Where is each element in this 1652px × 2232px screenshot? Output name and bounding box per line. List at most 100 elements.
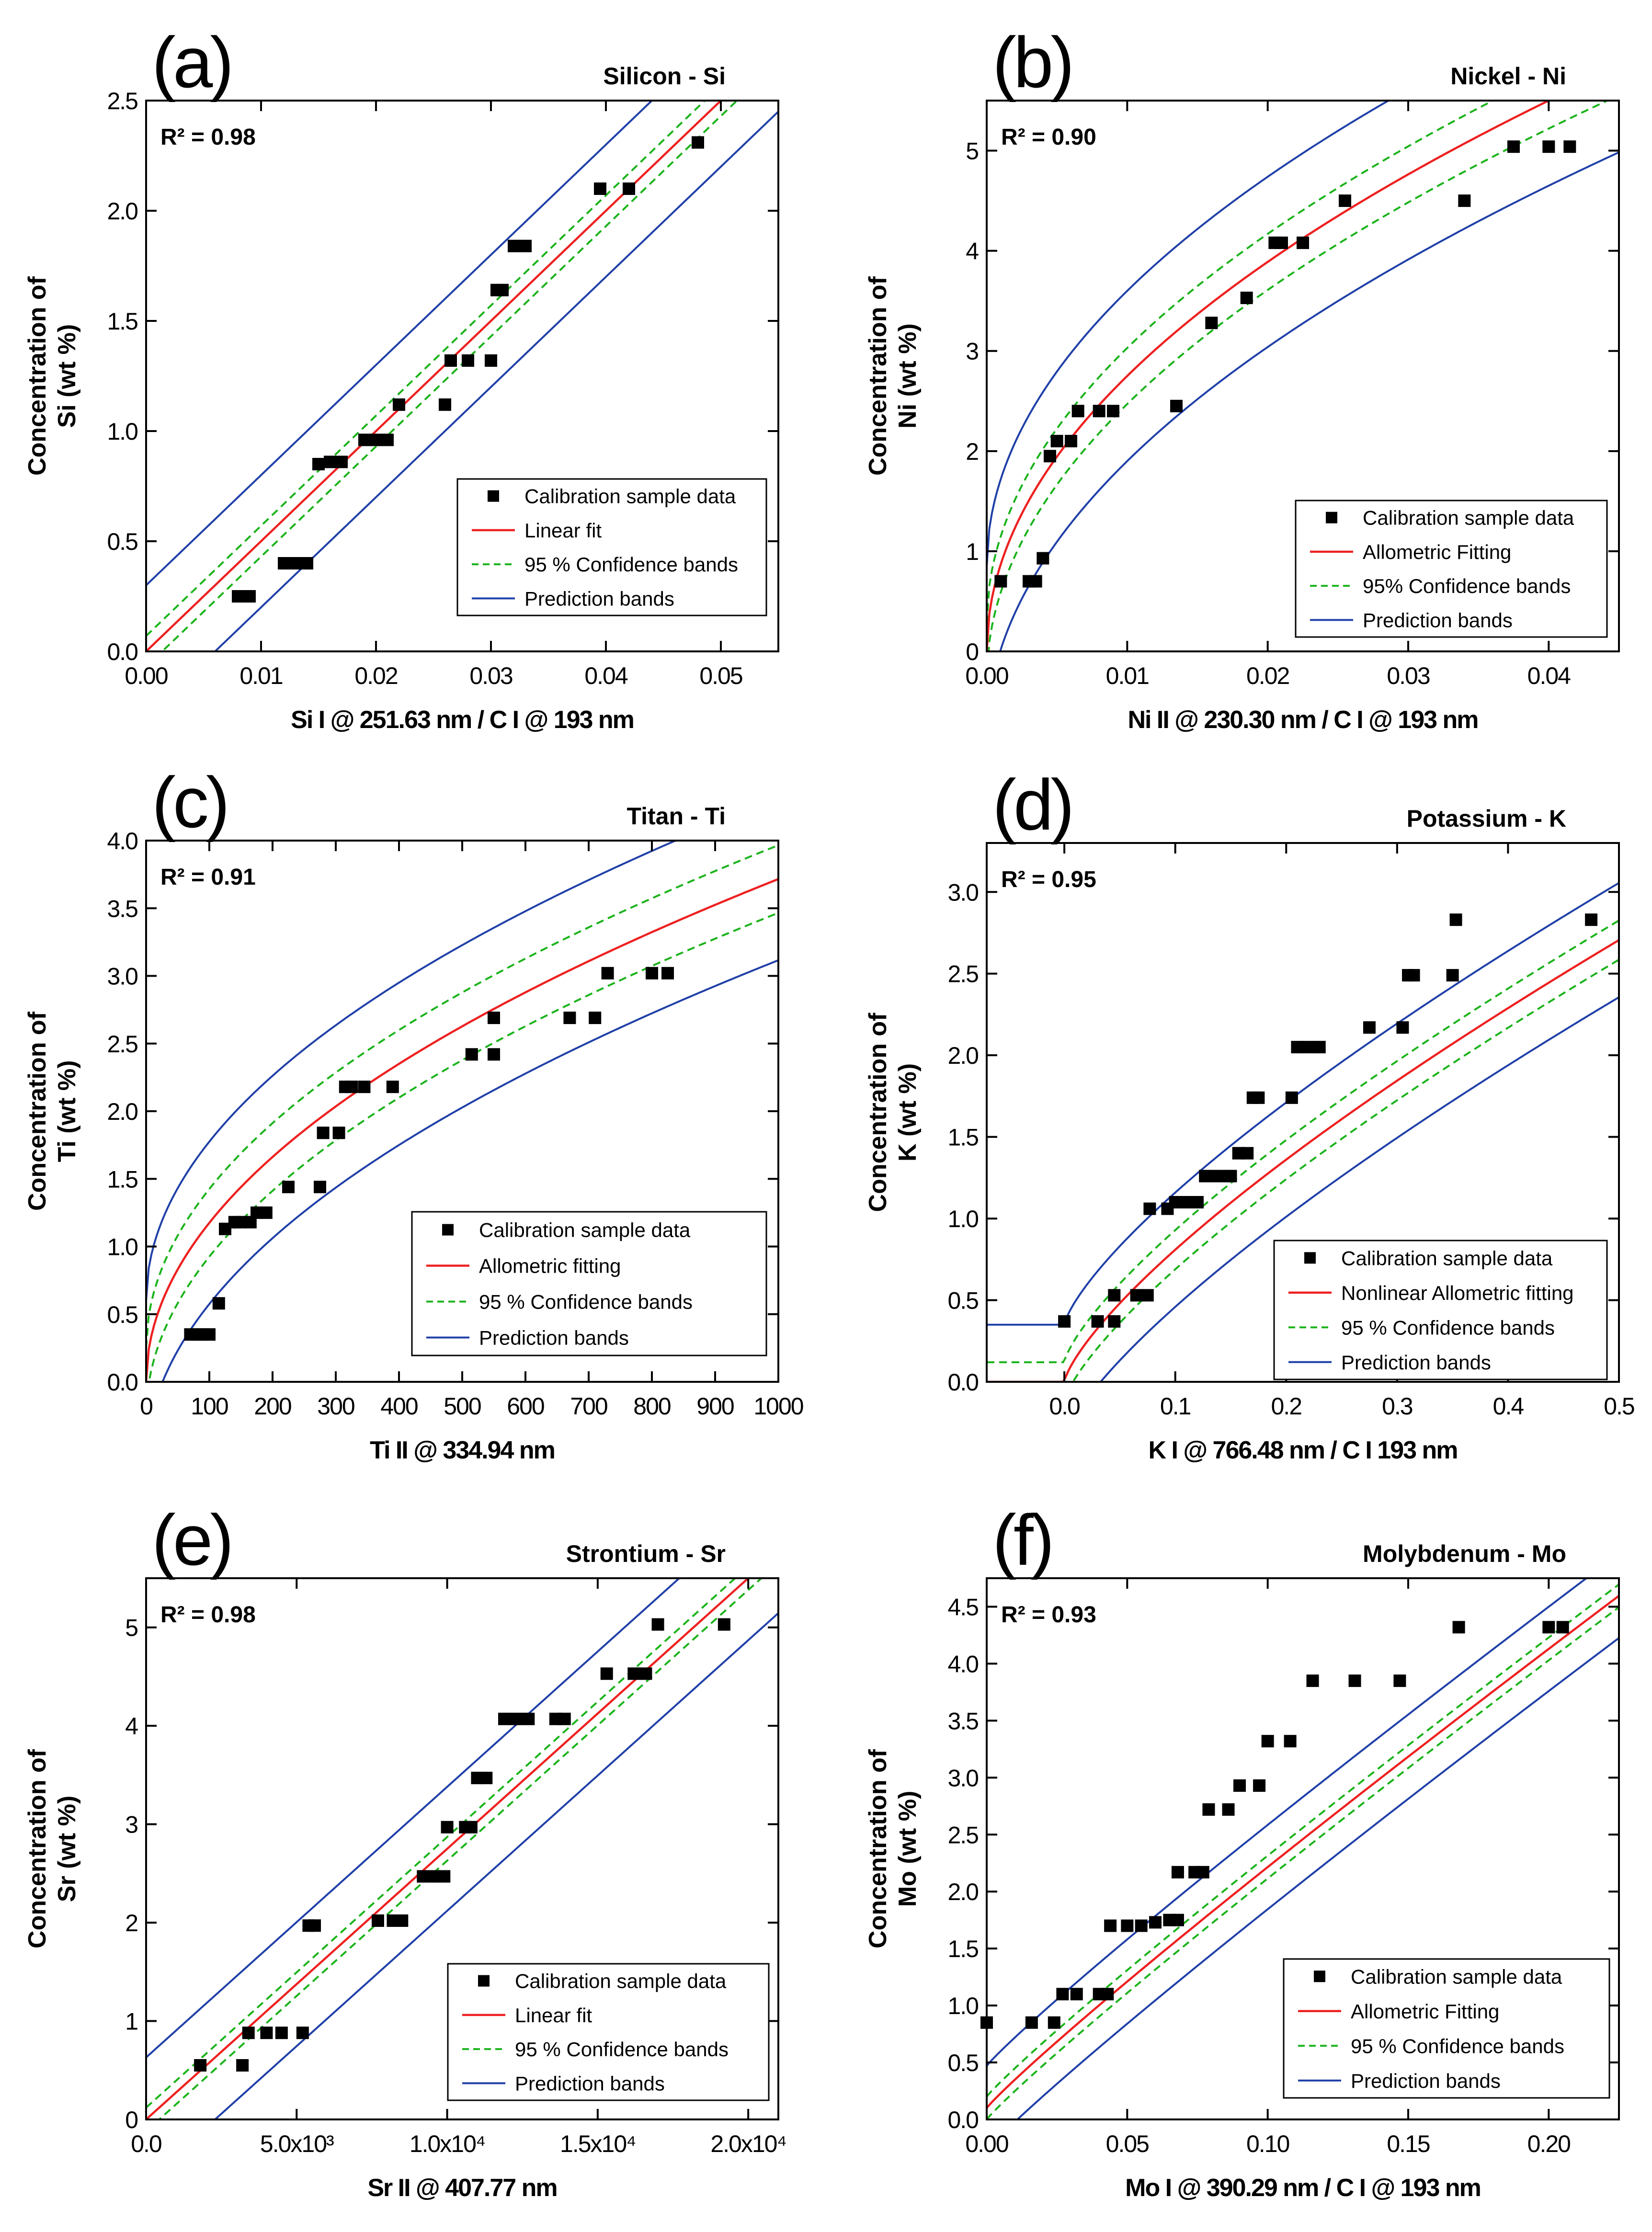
y-tick-label: 0.0 xyxy=(947,1369,978,1396)
legend-entry: Allometric Fitting xyxy=(1351,2000,1499,2023)
y-tick-label: 2.5 xyxy=(107,1031,137,1058)
data-point xyxy=(692,136,704,149)
data-point xyxy=(465,1821,478,1833)
data-point xyxy=(589,1012,602,1025)
y-tick-label: 0.5 xyxy=(107,528,137,555)
data-point xyxy=(260,1206,273,1219)
legend-entry: Allometric fitting xyxy=(479,1255,621,1277)
y-axis-label-line1: Concentration of xyxy=(864,276,892,476)
legend: Calibration sample data Linear fit 95 % Co… xyxy=(456,478,767,616)
y-tick-label: 0.0 xyxy=(107,638,137,665)
x-axis-label: Ni II @ 230.30 nm / C I @ 193 nm xyxy=(1128,706,1478,734)
data-point xyxy=(381,433,394,446)
data-point xyxy=(1284,1735,1297,1748)
data-point xyxy=(594,182,606,195)
data-point xyxy=(994,575,1007,588)
y-axis-label: Concentration of Sr (wt %) xyxy=(23,1749,81,1948)
element-title: Silicon - Si xyxy=(603,63,726,90)
x-tick-label: 5.0x10³ xyxy=(260,2130,334,2157)
y-tick-label: 0 xyxy=(966,638,978,665)
legend-entry: Prediction bands xyxy=(524,587,674,610)
data-point xyxy=(236,2059,249,2072)
data-point xyxy=(212,1297,225,1310)
legend-entry: Prediction bands xyxy=(1341,1351,1491,1374)
data-points xyxy=(1058,913,1598,1328)
data-points xyxy=(194,1618,730,2072)
y-tick-label: 0.5 xyxy=(947,2050,978,2076)
legend-entry: Linear fit xyxy=(524,519,602,542)
y-axis-label-line2: K (wt %) xyxy=(894,1063,922,1162)
confidence-band-lower xyxy=(1072,958,1619,1382)
y-tick-label: 0.0 xyxy=(107,1369,137,1396)
data-point xyxy=(260,2027,273,2039)
data-point xyxy=(335,456,348,468)
y-tick-label: 0 xyxy=(125,2107,137,2133)
data-point xyxy=(1276,236,1288,249)
data-point xyxy=(498,1712,511,1725)
panel-e: 0.0 5.0x10³ 1.0x10⁴ 1.5x10⁴ 2.0x10⁴ 0 1 2 3 4 5 (e)… xyxy=(23,1500,787,2202)
y-tick-label: 2.5 xyxy=(107,88,137,114)
data-point xyxy=(1191,1196,1204,1208)
y-tick-label: 1.5 xyxy=(947,1936,978,1962)
data-point xyxy=(1224,1170,1237,1183)
legend-entry: Linear fit xyxy=(515,2004,592,2027)
data-point xyxy=(1348,1674,1361,1687)
legend-marker-data xyxy=(488,490,499,502)
x-axis-label: Mo I @ 390.29 nm / C I @ 193 nm xyxy=(1125,2174,1481,2202)
y-tick-label: 2.0 xyxy=(947,1879,978,1905)
data-point xyxy=(393,398,405,411)
legend-entry: Prediction bands xyxy=(515,2072,665,2095)
y-tick-label: 4 xyxy=(966,238,979,265)
data-point xyxy=(232,590,244,603)
y-tick-label: 1.0 xyxy=(947,1206,978,1232)
panel-a: 0.00 0.01 0.02 0.03 0.04 0.05 0.0 0.5 1.0 1.5 2.0 2… xyxy=(23,22,779,734)
data-point xyxy=(600,1667,613,1680)
data-point xyxy=(308,1919,321,1932)
prediction-band-lower xyxy=(214,111,778,651)
r-squared: R² = 0.93 xyxy=(1001,1602,1096,1628)
y-tick-label: 3.0 xyxy=(947,879,978,906)
x-axis-label: Si I @ 251.63 nm / C I @ 193 nm xyxy=(291,706,634,734)
data-points xyxy=(232,136,704,603)
data-point xyxy=(1222,1803,1235,1816)
data-point xyxy=(1563,140,1576,153)
data-point xyxy=(1135,1919,1148,1932)
data-point xyxy=(396,1914,409,1927)
data-point xyxy=(1104,1919,1117,1932)
data-point xyxy=(1029,575,1042,588)
data-point xyxy=(1180,1196,1193,1208)
y-axis-label-line2: Si (wt %) xyxy=(53,324,81,428)
data-point xyxy=(519,239,532,252)
legend-entry: 95 % Confidence bands xyxy=(479,1291,693,1313)
x-tick-label: 500 xyxy=(444,1393,481,1420)
data-point xyxy=(444,354,457,367)
data-point xyxy=(1458,194,1471,207)
x-tick-label: 0.04 xyxy=(1527,662,1571,689)
data-point xyxy=(718,1618,730,1631)
y-tick-label: 1.0 xyxy=(107,418,137,445)
fit-curve xyxy=(987,939,1619,1382)
x-tick-label: 0.4 xyxy=(1493,1393,1524,1420)
data-point xyxy=(661,967,674,979)
y-tick-label: 2.5 xyxy=(947,1822,978,1848)
data-point xyxy=(1058,1315,1071,1328)
x-tick-label: 0.2 xyxy=(1271,1393,1302,1420)
data-point xyxy=(1396,1021,1409,1034)
element-title: Potassium - K xyxy=(1407,805,1566,832)
data-point xyxy=(465,1048,478,1061)
prediction-band-upper xyxy=(987,1578,1588,2067)
y-tick-label: 2.5 xyxy=(947,961,978,988)
element-title: Nickel - Ni xyxy=(1450,63,1566,90)
data-point xyxy=(1044,450,1056,463)
legend-marker-data xyxy=(1326,512,1337,524)
data-point xyxy=(314,1181,326,1194)
plot-frame xyxy=(986,100,1620,652)
legend-entry: Allometric Fitting xyxy=(1363,541,1511,563)
x-axis-label: Ti II @ 334.94 nm xyxy=(370,1436,555,1464)
y-tick-label: 4.0 xyxy=(947,1651,978,1677)
x-tick-label: 0.05 xyxy=(1106,2130,1149,2157)
data-point xyxy=(623,182,635,195)
data-point xyxy=(601,967,614,979)
legend: Calibration sample data Linear fit 95 % Co… xyxy=(447,1963,770,2101)
